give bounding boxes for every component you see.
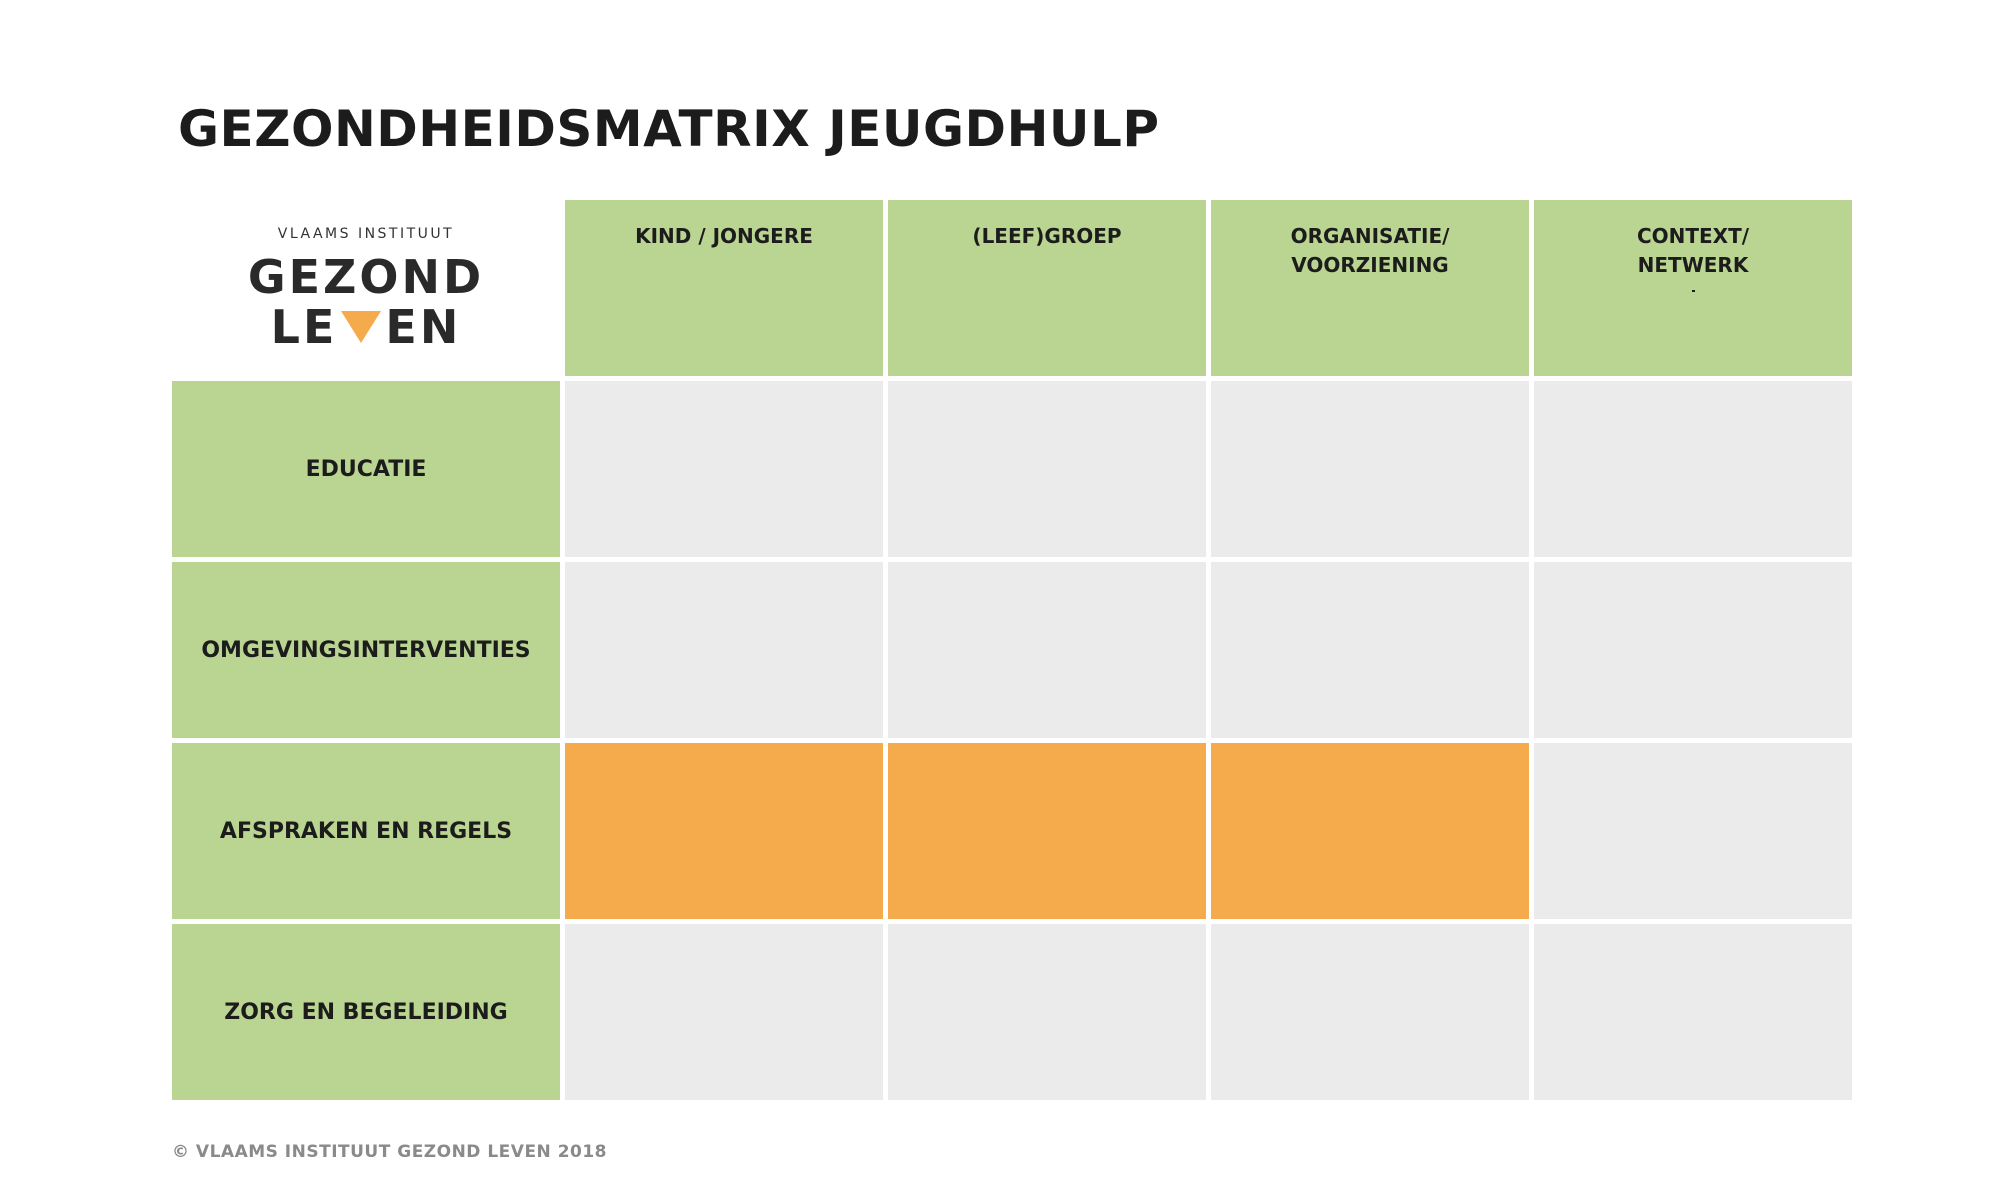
column-header-label: (LEEF)GROEP: [972, 224, 1122, 248]
logo: VLAAMS INSTITUUT GEZOND LE EN: [172, 200, 560, 376]
matrix-cell: [1211, 562, 1529, 738]
logo-triangle-icon: [341, 311, 382, 343]
matrix-cell: [888, 562, 1206, 738]
matrix-cell: [565, 924, 883, 1100]
matrix-cell-highlighted: [1211, 743, 1529, 919]
matrix-cell: [888, 381, 1206, 557]
column-header-label: ORGANISATIE/ VOORZIENING: [1290, 224, 1450, 277]
column-header-leefgroep: (LEEF)GROEP: [888, 200, 1206, 376]
row-header-afspraken-en-regels: AFSPRAKEN EN REGELS: [172, 743, 560, 919]
logo-word-gezond: GEZOND: [247, 250, 485, 304]
logo-subtitle: VLAAMS INSTITUUT: [277, 226, 455, 242]
row-header-label: AFSPRAKEN EN REGELS: [219, 818, 513, 844]
matrix-cell-highlighted: [565, 743, 883, 919]
row-header-label: OMGEVINGSINTERVENTIES: [201, 637, 531, 663]
page-title: GEZONDHEIDSMATRIX JEUGDHULP: [178, 100, 1160, 158]
column-header-label: CONTEXT/ NETWERK: [1636, 224, 1750, 277]
column-header-organisatie-voorziening: ORGANISATIE/ VOORZIENING: [1211, 200, 1529, 376]
copyright-footer: © VLAAMS INSTITUUT GEZOND LEVEN 2018: [172, 1142, 608, 1162]
column-header-mark: [1691, 290, 1695, 292]
row-header-educatie: EDUCATIE: [172, 381, 560, 557]
row-header-label: ZORG EN BEGELEIDING: [224, 999, 508, 1025]
matrix-cell: [1534, 562, 1852, 738]
matrix-cell: [1534, 743, 1852, 919]
matrix-cell: [565, 381, 883, 557]
column-header-kind-jongere: KIND / JONGERE: [565, 200, 883, 376]
matrix-cell: [1534, 381, 1852, 557]
matrix-cell: [1534, 924, 1852, 1100]
column-header-context-netwerk: CONTEXT/ NETWERK: [1534, 200, 1852, 376]
logo-word-leven-left: LE: [270, 300, 338, 354]
row-header-omgevingsinterventies: OMGEVINGSINTERVENTIES: [172, 562, 560, 738]
matrix-cell: [1211, 924, 1529, 1100]
row-header-zorg-en-begeleiding: ZORG EN BEGELEIDING: [172, 924, 560, 1100]
logo-word-leven: LE EN: [271, 302, 462, 352]
matrix-cell: [888, 924, 1206, 1100]
row-header-label: EDUCATIE: [305, 456, 427, 482]
matrix-cell-highlighted: [888, 743, 1206, 919]
column-header-label: KIND / JONGERE: [635, 224, 813, 248]
logo-word-leven-right: EN: [385, 300, 462, 354]
matrix-cell: [565, 562, 883, 738]
health-matrix: VLAAMS INSTITUUT GEZOND LE EN KIND / JON…: [172, 200, 1852, 1104]
matrix-cell: [1211, 381, 1529, 557]
